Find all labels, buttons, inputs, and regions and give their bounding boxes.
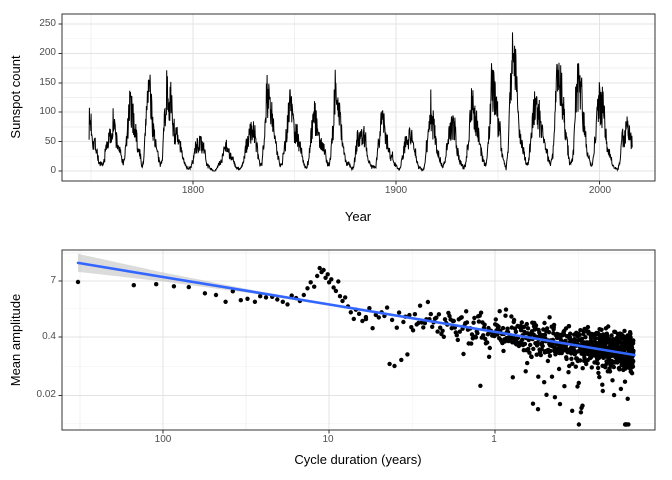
gridlines: [62, 250, 655, 430]
axis-tick-marks: [58, 23, 601, 434]
top-x-tick-2000: 2000: [588, 185, 612, 196]
scatter-points: [75, 265, 636, 427]
top-y-tick-50: 50: [44, 136, 56, 147]
bottom-x-tick-1: 1: [491, 434, 497, 445]
sunspot-series-line: [88, 32, 633, 172]
bottom-y-tick-0.02: 0.02: [36, 389, 56, 400]
bottom-x-tick-100: 100: [154, 434, 172, 445]
top-y-tick-100: 100: [39, 106, 56, 117]
top-y-tick-0: 0: [50, 165, 56, 176]
bottom-x-axis-title: Cycle duration (years): [294, 452, 422, 467]
regression-line: [76, 261, 636, 357]
bottom-y-tick-7: 7: [50, 275, 56, 286]
top-x-tick-1800: 1800: [181, 185, 205, 196]
bottom-y-tick-0.4: 0.4: [42, 331, 56, 342]
top-x-tick-1900: 1900: [384, 185, 408, 196]
top-panel-border: [61, 13, 656, 182]
bottom-panel-border: [61, 249, 656, 431]
bottom-x-tick-10: 10: [322, 434, 334, 445]
top-y-tick-150: 150: [39, 77, 56, 88]
top-y-tick-250: 250: [39, 18, 56, 29]
top-x-axis-title: Year: [344, 209, 372, 224]
bottom-y-axis-title: Mean amplitude: [8, 293, 23, 387]
top-y-axis-title: Sunspot count: [8, 55, 23, 139]
top-y-tick-200: 200: [39, 47, 56, 58]
